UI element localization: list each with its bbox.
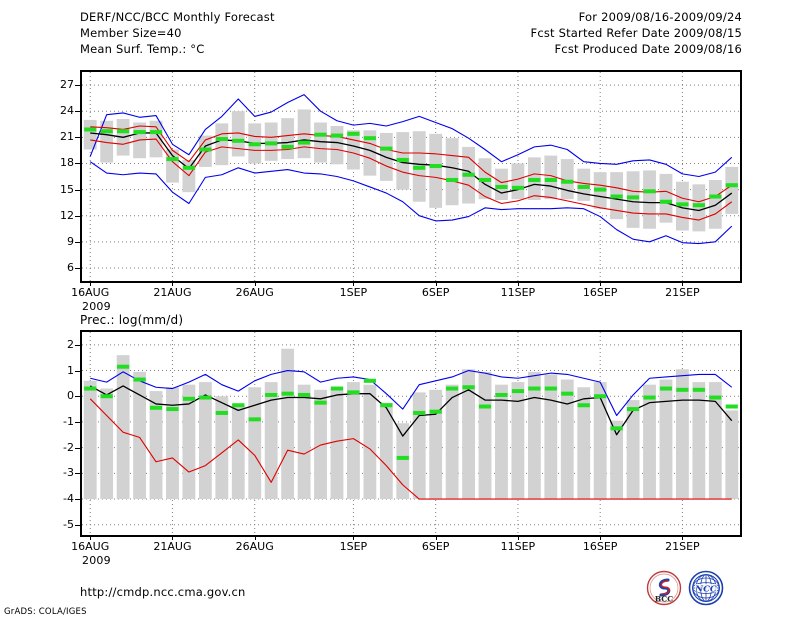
precipitation-y-tick: 0	[67, 389, 74, 403]
temperature-x-tickmark	[172, 281, 174, 286]
precipitation-y-tick: -3	[63, 466, 74, 480]
temperature-x-tickmark	[90, 281, 92, 286]
precipitation-x-tickmark	[90, 535, 92, 540]
header-member-size: Member Size=40	[80, 26, 182, 40]
ncc-logo: NCC	[688, 570, 724, 606]
precipitation-x-tickmark	[600, 535, 602, 540]
precipitation-y-tickmark	[75, 447, 80, 449]
temperature-y-tick: 21	[60, 130, 74, 144]
precipitation-title: Prec.: log(mm/d)	[80, 313, 184, 327]
temperature-y-tick: 6	[67, 260, 74, 274]
temperature-x-tickmark	[517, 281, 519, 286]
temperature-y-tickmark	[75, 163, 80, 165]
temperature-y-tickmark	[75, 111, 80, 113]
precipitation-x-tick: 11SEP	[500, 540, 536, 553]
precipitation-x-tickmark	[435, 535, 437, 540]
precipitation-y-tickmark	[75, 370, 80, 372]
precipitation-y-tick: -5	[63, 517, 74, 531]
temperature-x-tick: 1SEP	[339, 286, 368, 299]
temperature-y-tickmark	[75, 189, 80, 191]
precipitation-x-tickmark	[682, 535, 684, 540]
precipitation-y-tick: -2	[63, 440, 74, 454]
temperature-y-tickmark	[75, 267, 80, 269]
temperature-x-tick: 26AUG	[235, 286, 274, 299]
temperature-x-tick: 11SEP	[500, 286, 536, 299]
precipitation-y-tickmark	[75, 396, 80, 398]
precipitation-y-tickmark	[75, 473, 80, 475]
temperature-y-tickmark	[75, 215, 80, 217]
temperature-y-tickmark	[75, 85, 80, 87]
temperature-plot-frame	[80, 70, 742, 283]
footer-url[interactable]: http://cmdp.ncc.cma.gov.cn	[80, 585, 246, 599]
temperature-y-tick: 15	[60, 182, 74, 196]
precipitation-x-tickmark	[353, 535, 355, 540]
precipitation-y-tickmark	[75, 421, 80, 423]
precipitation-x-tick: 21AUG	[153, 540, 192, 553]
header-start-date: Fcst Started Refer Date 2009/08/15	[530, 26, 742, 40]
header-produced-date: Fcst Produced Date 2009/08/16	[554, 42, 742, 56]
temperature-x-tick: 6SEP	[421, 286, 450, 299]
temperature-y-tick: 12	[60, 208, 74, 222]
precipitation-x-tick: 21SEP	[665, 540, 700, 553]
precipitation-x-tick: 16SEP	[582, 540, 618, 553]
precipitation-y-tick: -1	[63, 414, 74, 428]
precipitation-plot-frame	[80, 330, 742, 537]
bcc-logo: BCC	[646, 570, 682, 606]
temperature-x-tickmark	[682, 281, 684, 286]
footer-credit: GrADS: COLA/IGES	[4, 607, 87, 617]
temperature-x-tickmark	[353, 281, 355, 286]
precipitation-x-tick: 6SEP	[421, 540, 450, 553]
temperature-x-tickmark	[435, 281, 437, 286]
precipitation-plot-canvas	[82, 332, 740, 535]
temperature-y-tick: 24	[60, 104, 74, 118]
precipitation-x-axis-year: 2009	[82, 554, 111, 567]
temperature-x-tick: 16AUG	[71, 286, 110, 299]
precipitation-x-tick: 1SEP	[339, 540, 368, 553]
temperature-y-tickmark	[75, 241, 80, 243]
temperature-y-tick: 9	[67, 234, 74, 248]
temperature-x-tick: 21SEP	[665, 286, 700, 299]
temperature-y-tickmark	[75, 137, 80, 139]
precipitation-x-tick: 26AUG	[235, 540, 274, 553]
temperature-x-tick: 16SEP	[582, 286, 618, 299]
precipitation-y-tick: 1	[67, 363, 74, 377]
precipitation-y-tick: -4	[63, 492, 74, 506]
temperature-plot-canvas	[82, 72, 740, 281]
temperature-x-tickmark	[600, 281, 602, 286]
header-title: DERF/NCC/BCC Monthly Forecast	[80, 10, 275, 24]
temperature-x-tickmark	[254, 281, 256, 286]
precipitation-y-tickmark	[75, 524, 80, 526]
svg-text:NCC: NCC	[694, 584, 717, 594]
temperature-y-tick: 18	[60, 156, 74, 170]
precipitation-x-tickmark	[254, 535, 256, 540]
precipitation-y-tick: 2	[67, 337, 74, 351]
precipitation-x-tick: 16AUG	[71, 540, 110, 553]
svg-text:BCC: BCC	[655, 594, 673, 603]
temperature-y-tick: 27	[60, 78, 74, 92]
header-variable-label: Mean Surf. Temp.: °C	[80, 42, 205, 56]
temperature-x-tick: 21AUG	[153, 286, 192, 299]
precipitation-x-tickmark	[517, 535, 519, 540]
precipitation-y-tickmark	[75, 499, 80, 501]
precipitation-y-tickmark	[75, 344, 80, 346]
header-forecast-period: For 2009/08/16-2009/09/24	[578, 10, 742, 24]
temperature-x-axis-year: 2009	[82, 300, 111, 313]
precipitation-x-tickmark	[172, 535, 174, 540]
